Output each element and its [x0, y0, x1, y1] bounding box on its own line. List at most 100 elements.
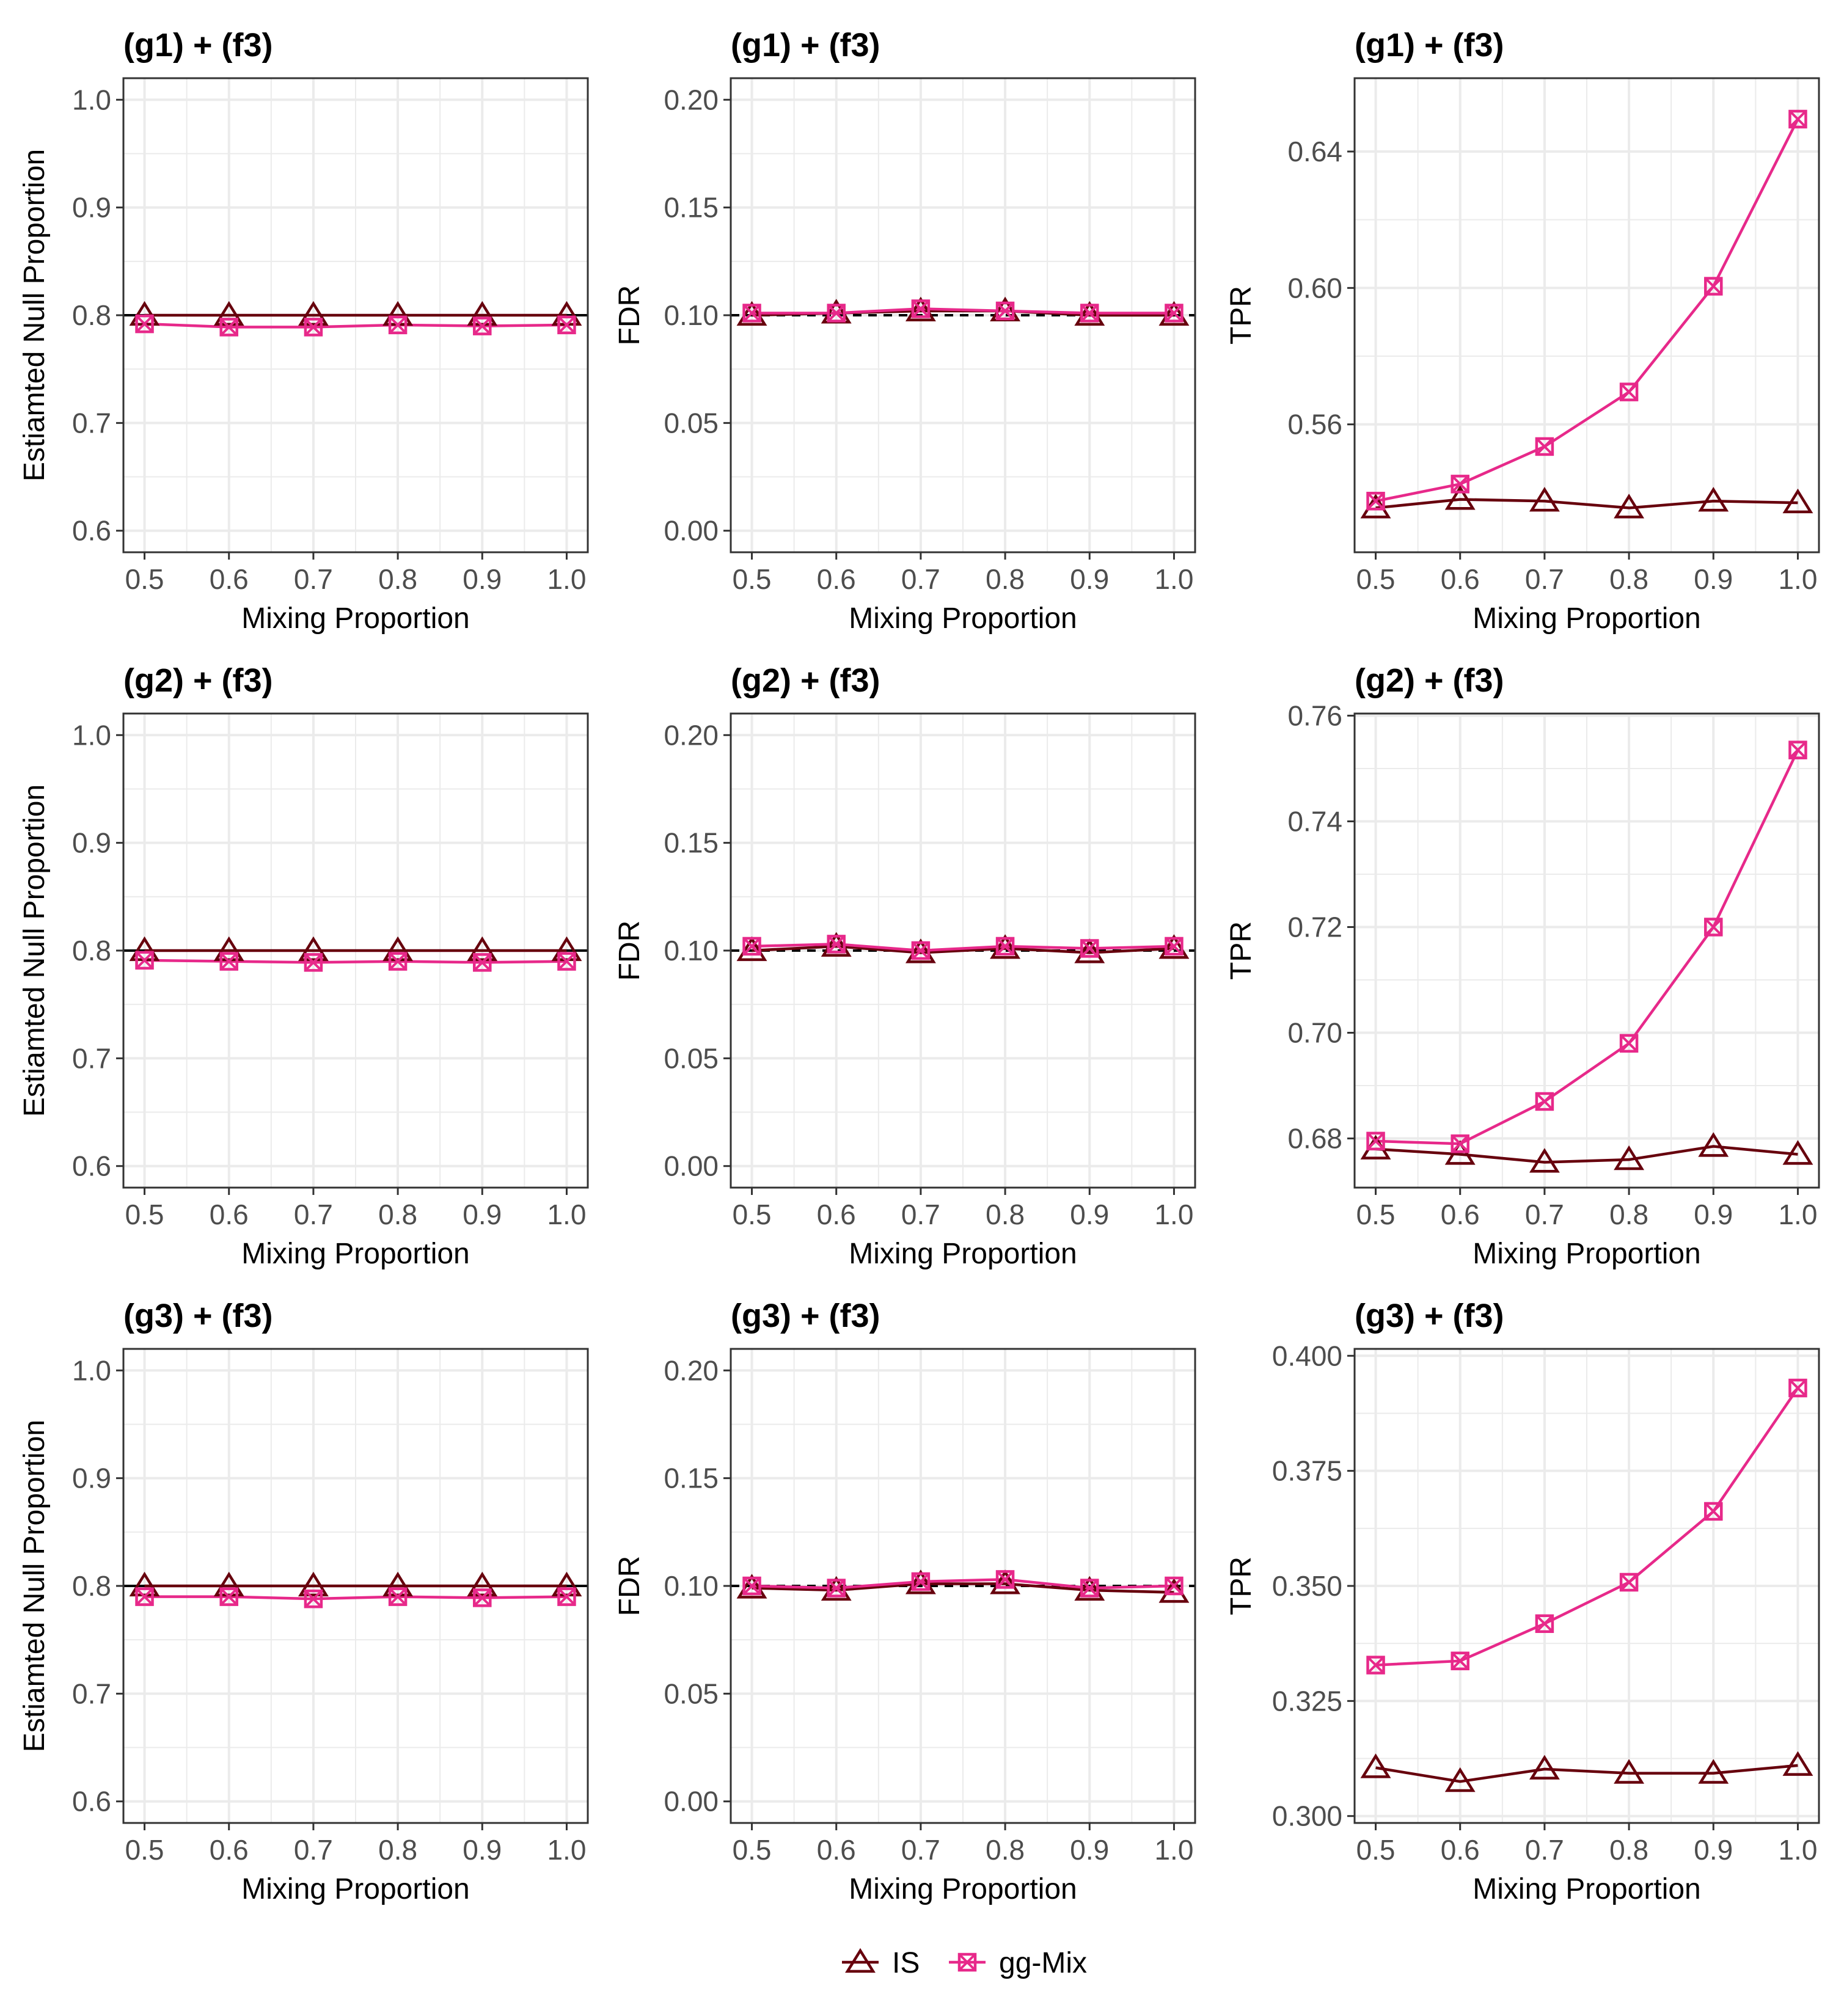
data-point-is [736, 301, 767, 326]
marker-cross-b [1367, 492, 1385, 510]
marker-cross-b [558, 316, 576, 334]
marker-cross-b [827, 304, 846, 322]
series-line-is [1375, 1145, 1798, 1164]
marker-square [1366, 1656, 1385, 1675]
data-point-is [1529, 1148, 1560, 1173]
marker-square [304, 318, 323, 337]
panel-title: (g3) + (f3) [123, 1298, 273, 1334]
y-axis-label: Estiamted Null Proportion [18, 784, 51, 1117]
data-point-gg-mix [995, 301, 1015, 321]
data-point-gg-mix [827, 1579, 846, 1598]
panel-title: (g2) + (f3) [731, 662, 880, 699]
marker-cross-b [1367, 1656, 1385, 1674]
data-point-gg-mix [911, 299, 931, 318]
marker-cross-b [136, 315, 153, 333]
marker-cross-b [1080, 304, 1099, 322]
x-tick-label: 0.5 [125, 563, 164, 595]
data-point-gg-mix [304, 953, 323, 972]
marker-cross-b [1451, 1652, 1469, 1670]
y-tick-label: 0.60 [1287, 272, 1342, 304]
legend-marker-is [845, 1948, 876, 1973]
y-tick-label: 0.56 [1287, 409, 1342, 440]
panel-4: 0.5 0.6 0.7 0.8 0.9 1.0 0.6 0.7 0.8 0.9 1.0 (g2) + … [18, 662, 589, 1270]
y-tick-label: 0.00 [664, 515, 719, 547]
panel-border [1353, 712, 1820, 1189]
marker-square [995, 1570, 1015, 1589]
marker-cross-b [743, 304, 761, 322]
series-line-gg-mix [752, 1578, 1174, 1590]
marker-square [304, 1589, 323, 1609]
marker-square [1788, 1378, 1807, 1398]
marker-cross-b [473, 317, 491, 335]
series-line-gg-mix [144, 959, 567, 964]
marker-square [1366, 492, 1385, 511]
x-tick-label: 0.6 [210, 1834, 249, 1866]
marker-square [1535, 1614, 1554, 1634]
marker-cross-b [827, 1579, 846, 1597]
data-point-gg-mix [1080, 939, 1099, 958]
data-point-gg-mix [388, 315, 408, 335]
x-tick-label: 0.6 [1441, 1834, 1480, 1866]
series-line-gg-mix [144, 322, 567, 329]
marker-cross-b [473, 1588, 491, 1607]
data-point-is [1782, 1751, 1813, 1776]
x-tick-label: 0.8 [1609, 1834, 1648, 1866]
panel-title: (g1) + (f3) [731, 27, 880, 64]
x-tick-label: 0.6 [210, 563, 249, 595]
marker-square [557, 315, 576, 335]
marker-square [219, 1587, 238, 1606]
x-tick-label: 0.9 [1694, 1199, 1733, 1230]
marker-cross-b [304, 318, 323, 336]
data-point-gg-mix [219, 952, 238, 971]
marker-square [1535, 437, 1554, 456]
data-point-gg-mix [304, 318, 323, 337]
data-point-is [298, 301, 329, 326]
marker-square [911, 1572, 931, 1591]
marker-square [473, 1588, 492, 1607]
marker-square [1704, 1502, 1723, 1521]
marker-cross-b [912, 300, 930, 318]
marker-square [1619, 1034, 1639, 1053]
data-point-gg-mix [1165, 304, 1184, 323]
y-tick-label: 0.8 [72, 935, 111, 966]
panel-7: 0.5 0.6 0.7 0.8 0.9 1.0 0.6 0.7 0.8 0.9 1.0 (g3) + … [18, 1298, 589, 1905]
marker-square [995, 301, 1015, 321]
marker-square [957, 1952, 977, 1972]
marker-cross-b [912, 941, 930, 960]
x-tick-label: 0.7 [1525, 1834, 1564, 1866]
x-tick-label: 0.8 [378, 1834, 417, 1866]
data-point-gg-mix [1080, 1579, 1099, 1598]
panel-title: (g3) + (f3) [731, 1298, 880, 1334]
marker-square [742, 304, 761, 323]
data-point-gg-mix [219, 318, 238, 337]
marker-cross-b [1451, 1134, 1469, 1153]
marker-square [473, 953, 492, 972]
x-axis-label: Mixing Proportion [849, 1238, 1077, 1270]
data-point-gg-mix [1619, 382, 1639, 401]
x-tick-label: 0.7 [294, 1834, 333, 1866]
x-tick-label: 0.9 [463, 1199, 502, 1230]
y-tick-label: 0.7 [72, 1678, 111, 1709]
marker-cross-b [136, 951, 153, 970]
legend-label-gg-mix: gg-Mix [999, 1947, 1087, 1979]
marker-square [827, 304, 846, 323]
marker-cross-b [1451, 475, 1469, 493]
x-tick-label: 0.9 [463, 563, 502, 595]
x-tick-label: 0.6 [817, 1199, 856, 1230]
data-point-gg-mix [1704, 277, 1723, 296]
marker-cross-b [1080, 940, 1099, 957]
marker-square [1080, 1579, 1099, 1598]
y-tick-label: 0.325 [1272, 1685, 1342, 1717]
data-point-is [1074, 301, 1105, 326]
y-tick-label: 0.00 [664, 1786, 719, 1817]
marker-cross-b [558, 952, 576, 971]
y-tick-label: 0.05 [664, 1678, 719, 1709]
legend-label-is: IS [892, 1947, 920, 1979]
series-line-gg-mix [752, 307, 1174, 315]
marker-cross-b [473, 953, 491, 971]
marker-cross-b [1620, 1034, 1638, 1053]
y-tick-label: 0.9 [72, 827, 111, 859]
data-point-gg-mix [1080, 304, 1099, 323]
marker-cross-b [1535, 1092, 1554, 1111]
x-tick-label: 1.0 [1154, 563, 1193, 595]
